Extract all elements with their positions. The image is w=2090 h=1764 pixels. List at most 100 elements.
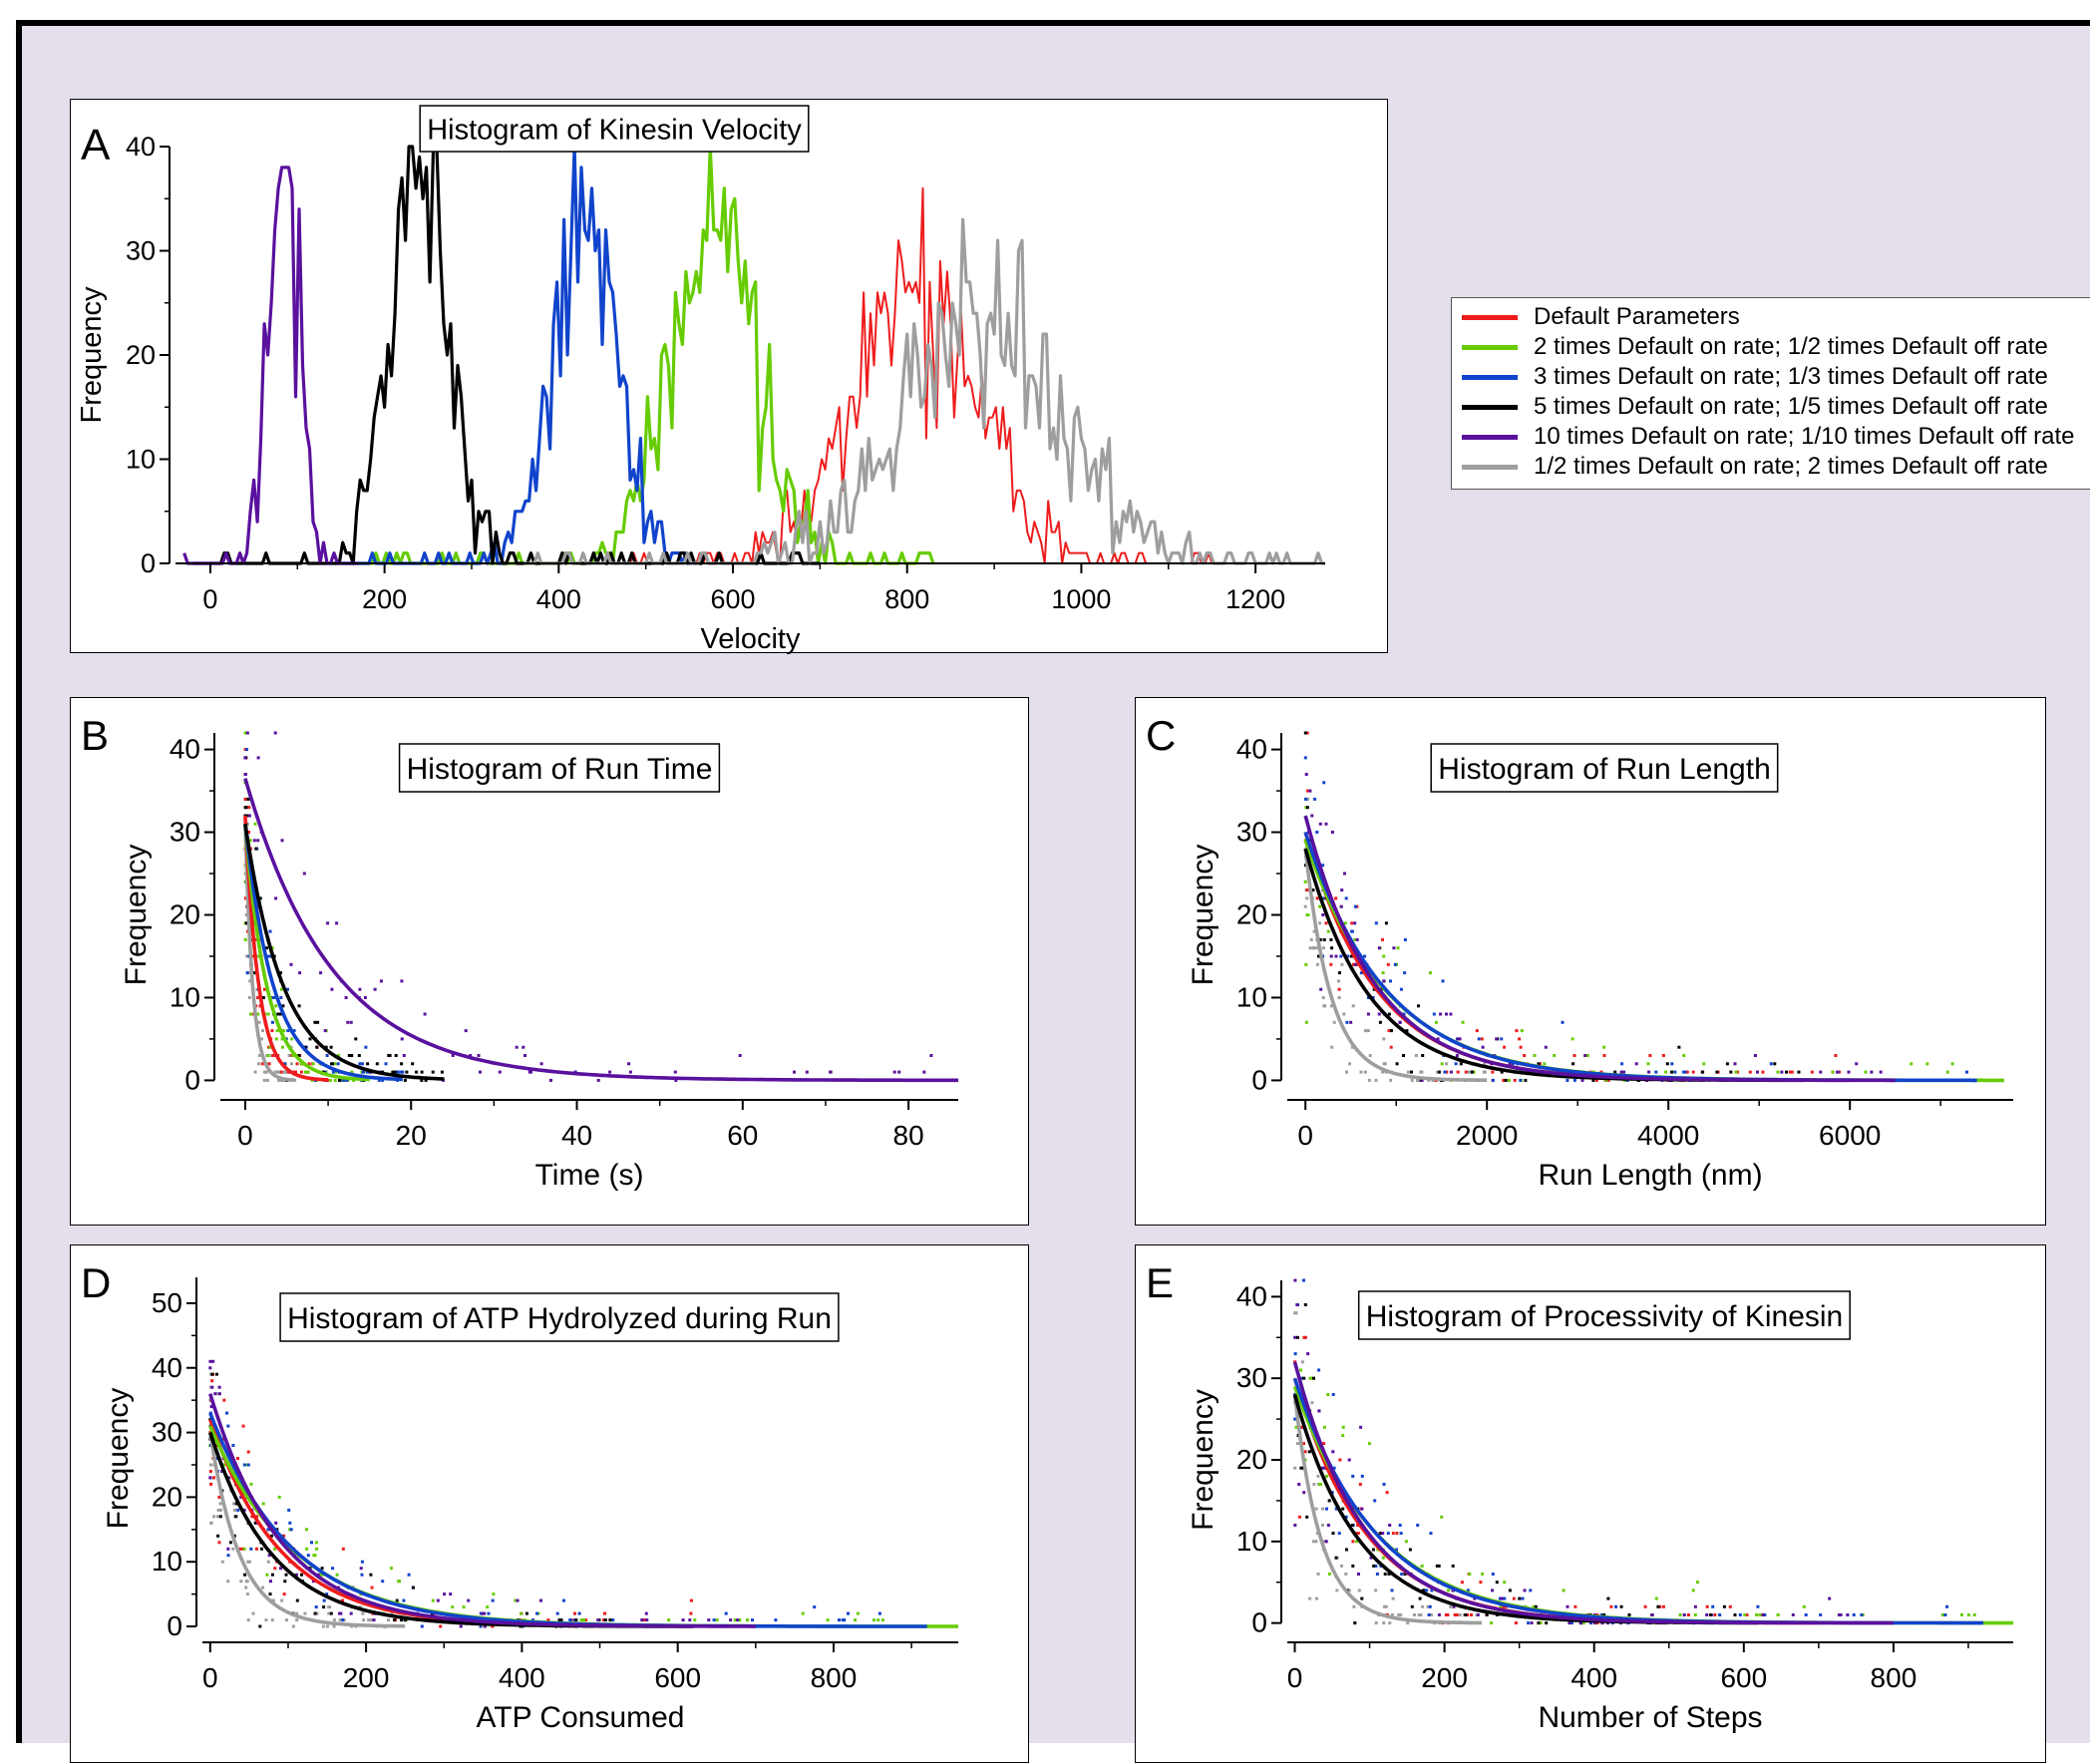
data-point: [1293, 1311, 1297, 1315]
data-point: [1350, 929, 1354, 933]
data-point: [1491, 1078, 1495, 1082]
data-point: [216, 1534, 220, 1538]
data-point: [338, 1611, 341, 1615]
y-tick-label: 0: [141, 548, 156, 578]
data-point: [254, 937, 258, 941]
data-point: [258, 896, 262, 900]
data-point: [1348, 1062, 1352, 1066]
data-point: [411, 1062, 415, 1066]
figure: A 0 10 20 30 40 0 200 400 600 800 1000 1200 Velocity F…: [16, 20, 2090, 1763]
data-point: [1449, 1604, 1453, 1608]
data-point: [335, 1573, 339, 1577]
data-point: [297, 1004, 301, 1008]
data-point: [1321, 896, 1325, 900]
data-point: [1847, 1070, 1851, 1074]
data-point: [1305, 896, 1309, 900]
x-tick-label: 20: [396, 1120, 427, 1151]
data-point: [1382, 1483, 1386, 1486]
data-point: [208, 1476, 212, 1480]
x-tick-label: 40: [561, 1120, 592, 1151]
data-point: [1300, 1425, 1304, 1429]
data-point: [338, 1618, 342, 1622]
data-point: [262, 987, 266, 991]
data-point: [1329, 962, 1333, 966]
data-point: [217, 1495, 221, 1499]
data-point: [341, 1618, 345, 1622]
data-point: [736, 1618, 740, 1622]
data-point: [1729, 1070, 1733, 1074]
data-point: [1344, 896, 1348, 900]
data-point: [292, 1029, 296, 1033]
data-point: [359, 1567, 363, 1571]
data-point: [1553, 1054, 1557, 1057]
series-group: [182, 145, 1325, 565]
data-point: [369, 1618, 373, 1622]
data-point: [1656, 1604, 1660, 1608]
data-point: [1316, 1573, 1320, 1576]
data-point: [1330, 1491, 1334, 1495]
data-point: [1381, 971, 1385, 975]
legend-swatch-green: [1462, 345, 1518, 350]
fit-curve: [243, 824, 404, 1082]
data-point: [724, 1611, 728, 1615]
data-point: [363, 996, 367, 999]
y-tick-label: 20: [170, 899, 200, 930]
data-point: [214, 1372, 218, 1376]
data-point: [1400, 1573, 1404, 1576]
data-point: [306, 1070, 310, 1074]
data-point: [1570, 1037, 1574, 1041]
data-point: [345, 1078, 349, 1082]
data-point: [1416, 1524, 1420, 1527]
chart-title-box: [1357, 1290, 1851, 1340]
data-point: [1449, 1012, 1453, 1016]
data-point: [1566, 1078, 1569, 1082]
data-point: [1350, 1524, 1354, 1527]
fit-curve: [1292, 1385, 2013, 1625]
y-tick-label: 40: [152, 1352, 182, 1383]
data-point: [289, 1528, 293, 1532]
data-point: [1384, 921, 1388, 925]
data-point: [400, 979, 404, 983]
data-point: [1683, 1070, 1687, 1074]
data-point: [215, 1392, 219, 1396]
x-tick-label: 60: [727, 1120, 758, 1151]
data-point: [1544, 1045, 1548, 1049]
data-point: [1417, 1078, 1421, 1082]
data-point: [370, 1586, 374, 1589]
x-tick-label: 0: [202, 1662, 218, 1693]
data-point: [451, 1605, 455, 1609]
y-axis-label: Frequency: [102, 1388, 135, 1530]
data-point: [1317, 1368, 1321, 1372]
x-tick-label: 400: [536, 584, 581, 614]
data-point: [231, 1444, 235, 1447]
data-point: [1326, 1393, 1330, 1396]
data-point: [1303, 756, 1307, 760]
chart-title: Histogram of Processivity of Kinesin: [1357, 1290, 1851, 1340]
data-point: [1325, 1474, 1329, 1478]
data-point: [1351, 1540, 1355, 1544]
data-point: [1664, 1070, 1668, 1074]
data-point: [256, 756, 260, 760]
series-points: [208, 1411, 898, 1628]
data-point: [1314, 946, 1318, 950]
data-point: [1972, 1613, 1976, 1616]
data-point: [232, 1502, 236, 1506]
fit-curve: [208, 1412, 927, 1628]
data-point: [1395, 1532, 1399, 1536]
data-point: [215, 1515, 219, 1519]
data-point: [216, 1508, 220, 1512]
legend-swatch-black: [1462, 405, 1518, 410]
data-point: [1802, 1604, 1806, 1608]
data-point: [1393, 962, 1397, 966]
data-point: [559, 1618, 563, 1622]
data-point: [1337, 996, 1341, 999]
data-point: [486, 1605, 490, 1609]
data-point: [1330, 831, 1334, 834]
data-point: [449, 1592, 453, 1596]
data-point: [222, 1398, 226, 1402]
data-point: [1685, 1070, 1689, 1074]
data-point: [1960, 1613, 1963, 1616]
data-point: [323, 1070, 327, 1074]
data-point: [375, 1062, 379, 1066]
data-point: [603, 1618, 607, 1622]
